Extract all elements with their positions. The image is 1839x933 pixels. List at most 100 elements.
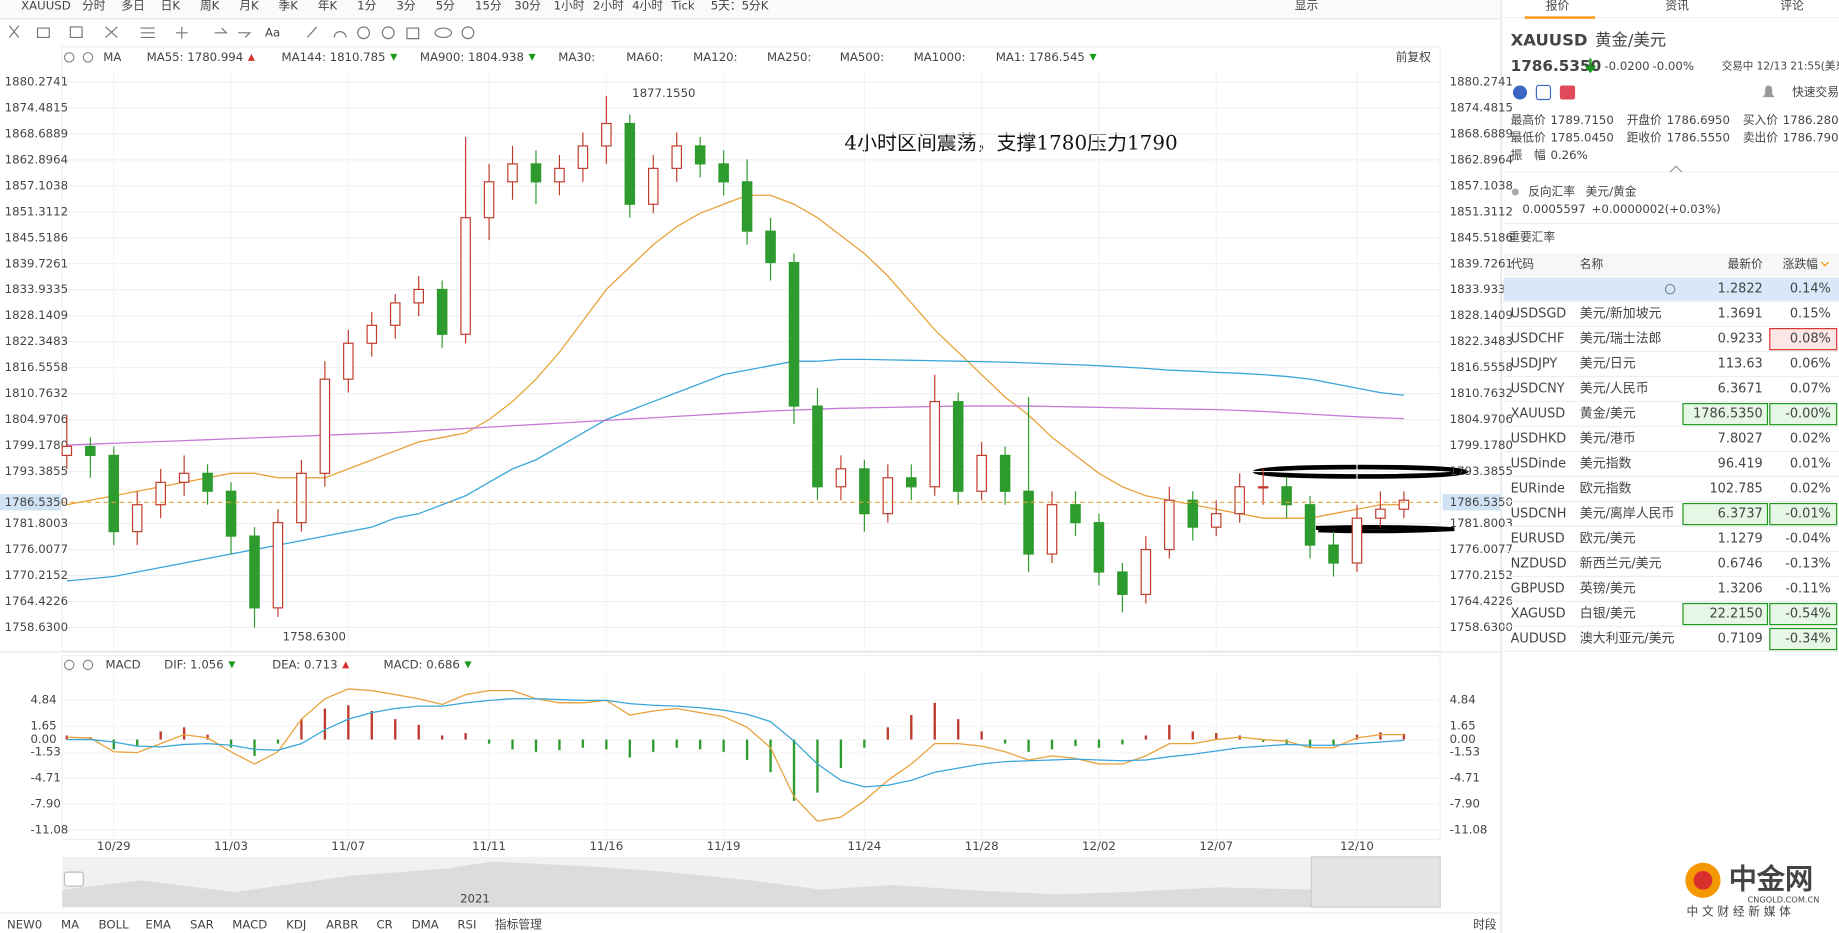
rate-code[interactable]: USDJPY: [1511, 357, 1558, 372]
rate-name: 美元/离岸人民币: [1580, 506, 1675, 522]
candle-body: [671, 145, 683, 169]
price-box: [1682, 402, 1769, 426]
indicator-tab[interactable]: ARBR: [326, 917, 358, 931]
rate-price: 1.3691: [1718, 307, 1763, 322]
period-tab[interactable]: 30分: [514, 0, 541, 12]
macd-bar: [394, 719, 397, 740]
period-tab[interactable]: 5天：5分K: [711, 0, 769, 12]
period-tab[interactable]: 日K: [161, 0, 181, 12]
legend-entry: MA250:: [767, 50, 811, 64]
annotation: 4小时区间震荡，支撑1780压力1790: [844, 132, 1177, 155]
rate-code[interactable]: XAGUSD: [1511, 607, 1566, 622]
period-tab[interactable]: 月K: [239, 0, 259, 12]
stat-label: 最高价: [1511, 113, 1546, 127]
settings-icon[interactable]: [63, 52, 75, 63]
indicator-tab[interactable]: KDJ: [286, 917, 306, 931]
sidebar-tab[interactable]: 报价: [1546, 0, 1570, 12]
candle-body: [61, 445, 73, 456]
watch-icon[interactable]: [1664, 283, 1676, 295]
rate-pct: -0.11%: [1785, 582, 1831, 597]
sidebar-price: 1786.5350: [1511, 57, 1602, 75]
rate-code[interactable]: USDHKD: [1511, 432, 1567, 447]
candle-body: [530, 163, 542, 183]
rate-code[interactable]: EURinde: [1511, 482, 1565, 497]
rate-code[interactable]: EURUSD: [1511, 532, 1565, 547]
legend-entry: MA120:: [693, 50, 737, 64]
period-tab[interactable]: 1分: [357, 0, 376, 12]
rate-code[interactable]: USDinde: [1511, 457, 1566, 472]
quick-trade[interactable]: 快速交易: [1792, 85, 1839, 99]
navigator-window[interactable]: [1310, 856, 1441, 908]
macd-bar: [464, 733, 467, 740]
tool-icons[interactable]: [8, 25, 475, 40]
period-tab[interactable]: 3分: [396, 0, 415, 12]
rate-name: 新西兰元/美元: [1580, 556, 1662, 572]
candle-body: [859, 468, 870, 515]
close-icon[interactable]: [82, 52, 94, 63]
macd-line: [66, 688, 1404, 822]
rate-code[interactable]: GBPUSD: [1511, 582, 1565, 597]
indicator-tab[interactable]: NEW0: [7, 917, 42, 931]
period-tab[interactable]: 1小时: [554, 0, 585, 12]
macd-bar: [1261, 739, 1265, 743]
reverse-label: 反向汇率: [1528, 184, 1575, 198]
close-icon[interactable]: [82, 659, 94, 671]
period-tab[interactable]: 4小时: [632, 0, 663, 12]
symbol: XAUUSD: [21, 0, 71, 12]
period-tab[interactable]: 多日: [121, 0, 144, 12]
period-tab[interactable]: 5分: [436, 0, 455, 12]
rate-pct: 0.15%: [1790, 307, 1831, 322]
rate-code[interactable]: USDSGD: [1511, 307, 1567, 322]
tool-button[interactable]: Aa: [265, 25, 280, 39]
y-tick-label: -11.08: [30, 822, 68, 836]
period-tab[interactable]: 2小时: [593, 0, 624, 12]
indicator-tab[interactable]: MACD: [232, 917, 267, 931]
period-button[interactable]: 时段: [1473, 917, 1497, 931]
indicator-tab[interactable]: 指标管理: [495, 917, 542, 931]
indicator-tab[interactable]: CR: [376, 917, 392, 931]
collapse-icon[interactable]: [1669, 165, 1683, 173]
sidebar-tab[interactable]: 评论: [1780, 0, 1804, 12]
macd-bar: [910, 715, 913, 740]
sidebar-icons[interactable]: [1512, 84, 1775, 101]
candle-body: [1140, 548, 1152, 595]
ma-line: [66, 358, 1404, 582]
period-tab[interactable]: 15分: [475, 0, 502, 12]
y-tick-label: -7.90: [30, 797, 60, 811]
rate-code[interactable]: XAUUSD: [1511, 407, 1566, 422]
rate-code[interactable]: USDCNH: [1511, 507, 1567, 522]
display-button[interactable]: 显示: [1295, 0, 1318, 12]
indicator-tab[interactable]: BOLL: [99, 917, 130, 931]
indicator-tab[interactable]: SAR: [190, 917, 214, 931]
pct-box: [1769, 328, 1838, 351]
sidebar-tab[interactable]: 资讯: [1665, 0, 1689, 12]
rate-code[interactable]: USDCHF: [1511, 332, 1565, 347]
indicator-tab[interactable]: RSI: [457, 917, 476, 931]
adjust-label[interactable]: 前复权: [1396, 50, 1431, 64]
drawn-support: [1315, 524, 1455, 534]
period-tab[interactable]: 分时: [82, 0, 106, 12]
candle-body: [1023, 490, 1034, 555]
settings-icon[interactable]: [63, 659, 75, 671]
indicator-tab[interactable]: EMA: [145, 917, 171, 931]
period-tab[interactable]: Tick: [670, 0, 694, 12]
navigator-handle[interactable]: [63, 871, 84, 887]
rate-code[interactable]: USDCNY: [1511, 382, 1565, 397]
y-tick-label: 1816.5558: [1450, 360, 1513, 374]
period-tab[interactable]: 周K: [200, 0, 220, 12]
macd-bar: [159, 731, 162, 740]
macd-bar: [1332, 739, 1335, 747]
indicator-tab[interactable]: DMA: [412, 917, 439, 931]
rate-code[interactable]: AUDUSD: [1511, 632, 1567, 647]
y-tick-label: 1799.1780: [5, 438, 68, 452]
y-tick-label: 1880.2741: [5, 74, 68, 88]
indicator-tab[interactable]: MA: [61, 917, 79, 931]
y-tick-label: 1839.7261: [5, 256, 68, 270]
trend-arrow: [528, 53, 536, 61]
legend-entry: MA60:: [626, 50, 663, 64]
period-tab[interactable]: 季K: [279, 0, 299, 12]
period-tab[interactable]: 年K: [318, 0, 338, 12]
rate-code[interactable]: NZDUSD: [1511, 557, 1567, 572]
y-tick-label: 1868.6889: [1450, 126, 1513, 140]
candle-body: [624, 122, 636, 205]
